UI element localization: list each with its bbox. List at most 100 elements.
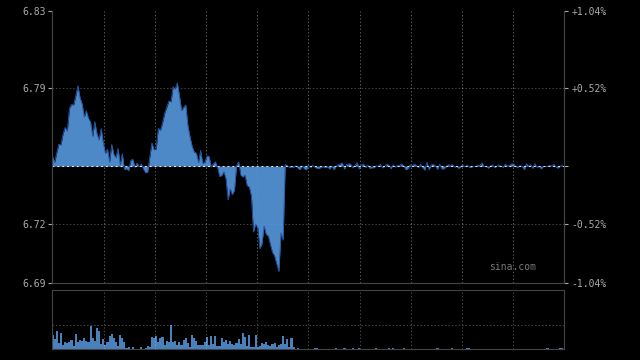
Bar — [148, 347, 151, 349]
Bar — [268, 345, 269, 349]
Bar — [179, 342, 180, 349]
Bar — [451, 348, 453, 349]
Bar — [240, 343, 242, 349]
Bar — [180, 345, 182, 349]
Bar — [202, 345, 204, 349]
Bar — [96, 328, 98, 349]
Bar — [100, 344, 102, 349]
Bar — [375, 348, 377, 349]
Bar — [358, 348, 360, 349]
Bar — [436, 348, 438, 349]
Bar — [109, 337, 111, 349]
Bar — [93, 341, 96, 349]
Bar — [316, 348, 318, 349]
Bar — [153, 338, 155, 349]
Bar — [119, 335, 121, 349]
Bar — [54, 339, 56, 349]
Bar — [282, 336, 284, 349]
Bar — [335, 348, 337, 349]
Bar — [299, 348, 301, 349]
Bar — [295, 348, 297, 349]
Bar — [189, 347, 191, 349]
Bar — [195, 341, 197, 349]
Bar — [236, 343, 237, 349]
Bar — [182, 340, 185, 349]
Bar — [155, 336, 157, 349]
Bar — [132, 347, 134, 349]
Bar — [485, 348, 487, 349]
Bar — [51, 335, 54, 349]
Bar — [58, 343, 60, 349]
Bar — [280, 345, 282, 349]
Bar — [248, 335, 250, 349]
Bar — [479, 348, 481, 349]
Bar — [70, 341, 72, 349]
Bar — [255, 335, 257, 349]
Bar — [102, 339, 104, 349]
Bar — [219, 346, 221, 349]
Bar — [561, 348, 563, 349]
Bar — [161, 337, 164, 349]
Bar — [127, 347, 130, 349]
Bar — [314, 348, 316, 349]
Bar — [449, 348, 451, 349]
Bar — [269, 346, 271, 349]
Bar — [271, 344, 273, 349]
Bar — [92, 338, 93, 349]
Bar — [98, 331, 100, 349]
Bar — [221, 338, 223, 349]
Bar — [77, 342, 79, 349]
Bar — [187, 343, 189, 349]
Bar — [166, 341, 168, 349]
Bar — [164, 345, 166, 349]
Bar — [81, 341, 83, 349]
Bar — [68, 342, 70, 349]
Bar — [278, 345, 280, 349]
Bar — [559, 348, 561, 349]
Bar — [468, 348, 470, 349]
Bar — [263, 344, 265, 349]
Bar — [111, 334, 113, 349]
Bar — [346, 348, 348, 349]
Bar — [284, 344, 286, 349]
Bar — [555, 348, 557, 349]
Bar — [197, 345, 200, 349]
Bar — [83, 338, 85, 349]
Bar — [140, 347, 142, 349]
Bar — [216, 346, 219, 349]
Bar — [159, 338, 161, 349]
Bar — [208, 345, 210, 349]
Bar — [517, 348, 519, 349]
Bar — [289, 347, 291, 349]
Bar — [225, 340, 227, 349]
Bar — [547, 348, 548, 349]
Bar — [388, 348, 390, 349]
Bar — [511, 348, 513, 349]
Bar — [286, 339, 289, 349]
Bar — [206, 337, 208, 349]
Bar — [242, 333, 244, 349]
Bar — [90, 326, 92, 349]
Bar — [134, 348, 136, 349]
Bar — [352, 348, 354, 349]
Bar — [75, 334, 77, 349]
Bar — [115, 342, 117, 349]
Bar — [191, 335, 193, 349]
Bar — [170, 325, 172, 349]
Bar — [508, 348, 511, 349]
Bar — [106, 342, 109, 349]
Bar — [551, 348, 553, 349]
Bar — [212, 344, 214, 349]
Bar — [246, 346, 248, 349]
Bar — [204, 342, 206, 349]
Bar — [392, 348, 394, 349]
Bar — [261, 343, 263, 349]
Bar — [276, 347, 278, 349]
Bar — [200, 345, 202, 349]
Bar — [88, 342, 90, 349]
Bar — [250, 347, 252, 349]
Bar — [85, 341, 88, 349]
Bar — [265, 342, 268, 349]
Bar — [113, 338, 115, 349]
Bar — [56, 331, 58, 349]
